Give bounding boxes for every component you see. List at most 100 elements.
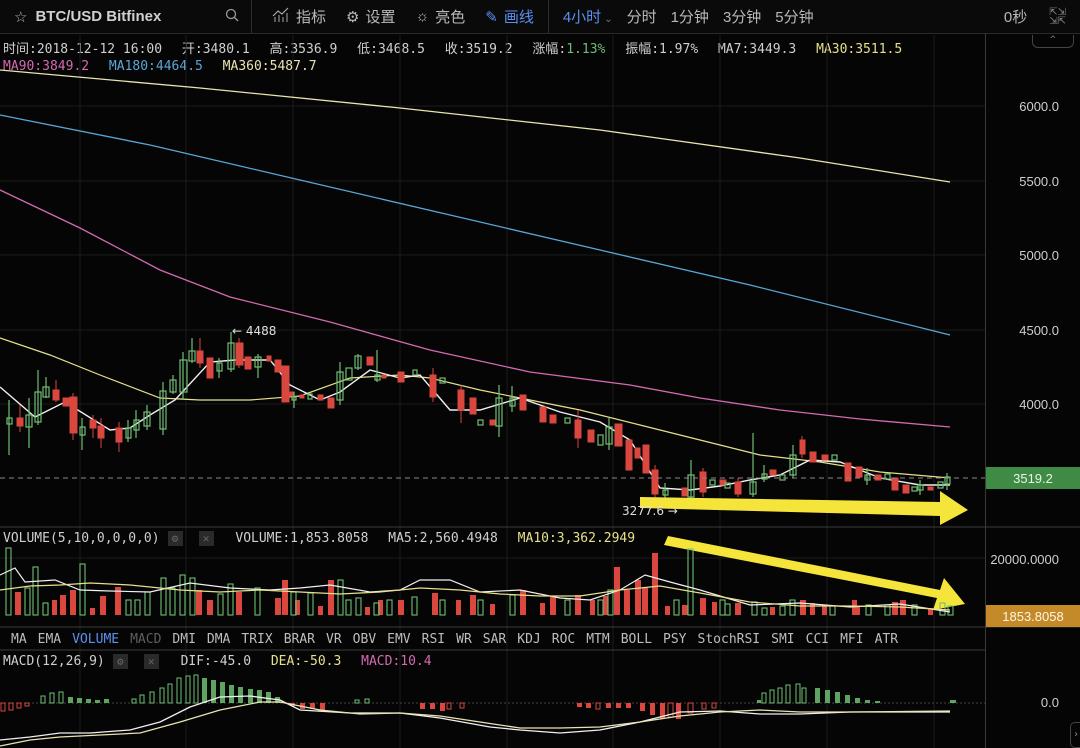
tab-rsi[interactable]: RSI	[421, 631, 446, 647]
indicator-tabs: MA EMA VOLUME MACD DMI DMA TRIX BRAR VR …	[0, 628, 985, 650]
macd-tick-zero: 0.0	[1040, 695, 1059, 710]
period-5min[interactable]: 5分钟	[775, 9, 814, 26]
tab-sar[interactable]: SAR	[482, 631, 507, 647]
pencil-icon: ✎	[485, 8, 498, 26]
ma90-line	[0, 189, 951, 428]
ma7-value: MA7:3449.3	[717, 42, 797, 57]
tab-obv[interactable]: OBV	[352, 631, 377, 647]
ohlc-info-row: 时间:2018-12-12 16:00 开:3480.1 高:3536.9 低:…	[3, 38, 914, 57]
macd-dif: DIF:-45.0	[180, 654, 252, 669]
tab-vr[interactable]: VR	[326, 631, 342, 647]
ma180-line	[0, 114, 951, 336]
macd-settings-icon[interactable]: ⚙	[112, 654, 128, 669]
macd-dea: DEA:-50.3	[270, 654, 342, 669]
ohlc-high: 高:3536.9	[269, 42, 338, 57]
symbol-section: ☆ BTC/USD Bitfinex	[0, 0, 252, 33]
volume-tick-20000: 20000.0000	[990, 552, 1059, 567]
search-icon[interactable]	[225, 8, 239, 26]
tab-smi[interactable]: SMI	[771, 631, 795, 647]
period-3min[interactable]: 3分钟	[722, 9, 762, 26]
tab-mfi[interactable]: MFI	[840, 631, 864, 647]
ma90-value: MA90:3849.2	[3, 59, 90, 74]
ohlc-change-value: 1.13%	[566, 42, 606, 57]
tab-ema[interactable]: EMA	[37, 631, 62, 647]
ohlc-change-label: 涨幅:	[532, 42, 567, 57]
indicators-button[interactable]: 指标	[272, 6, 326, 27]
chart-icon	[272, 7, 290, 27]
volume-trend-arrow	[664, 536, 965, 610]
ohlc-time: 时间:2018-12-12 16:00	[3, 42, 163, 57]
light-theme-button[interactable]: ☼ 亮色	[415, 6, 465, 27]
period-4h[interactable]: 4小时 ⌄	[563, 6, 613, 27]
light-theme-label: 亮色	[435, 9, 466, 26]
volume-ma10: MA10:3,362.2949	[517, 531, 636, 546]
tab-mtm[interactable]: MTM	[586, 631, 610, 647]
macd-value: 10.4	[400, 654, 432, 669]
ma30-value: MA30:3511.5	[816, 42, 903, 57]
tab-dma[interactable]: DMA	[206, 631, 231, 647]
period-low-marker: 3277.6 →	[622, 504, 678, 518]
grid-lines	[0, 35, 985, 748]
tab-atr[interactable]: ATR	[874, 631, 899, 647]
collapse-button[interactable]: ^	[1032, 35, 1074, 48]
volume-ma5-line	[0, 567, 951, 613]
macd-close-icon[interactable]: ✕	[143, 654, 159, 669]
ohlc-close: 收:3519.2	[444, 42, 513, 57]
volume-title: VOLUME(5,10,0,0,0,0)	[3, 531, 160, 546]
volume-ma10-line	[0, 582, 951, 611]
top-toolbar: ☆ BTC/USD Bitfinex 指标 ⚙ 设置 ☼ 亮色 ✎ 画线 4小时…	[0, 0, 1080, 34]
tab-wr[interactable]: WR	[456, 631, 472, 647]
macd-legend: MACD(12,26,9) ⚙ ✕ DIF:-45.0 DEA:-50.3 MACD…	[3, 654, 444, 669]
sun-icon: ☼	[415, 8, 430, 25]
ma360-line	[0, 69, 951, 183]
tab-kdj[interactable]: KDJ	[517, 631, 541, 647]
countdown: 0秒	[1003, 9, 1028, 26]
price-trend-arrow	[640, 491, 968, 525]
tab-volume[interactable]: VOLUME	[72, 631, 120, 647]
price-tick-6000: 6000.0	[1019, 99, 1059, 114]
price-axis[interactable]: 6000.0 5500.0 5000.0 4500.0 4000.0 20000…	[985, 33, 1080, 748]
settings-label: 设置	[365, 9, 396, 26]
volume-bars	[0, 547, 954, 616]
tab-boll[interactable]: BOLL	[620, 631, 653, 647]
tab-psy[interactable]: PSY	[663, 631, 687, 647]
tab-brar[interactable]: BRAR	[283, 631, 316, 647]
ohlc-amplitude: 振幅:1.97%	[625, 42, 699, 57]
volume-ma5: MA5:2,560.4948	[388, 531, 498, 546]
current-price-tag: 3519.2	[986, 467, 1080, 489]
period-timeline[interactable]: 分时	[626, 9, 657, 26]
macd-label: MACD:	[361, 654, 401, 669]
chevron-right-icon[interactable]: ›	[1070, 722, 1080, 748]
tab-cci[interactable]: CCI	[805, 631, 830, 647]
tab-ma[interactable]: MA	[11, 631, 27, 647]
tab-emv[interactable]: EMV	[387, 631, 411, 647]
tab-macd[interactable]: MACD	[130, 631, 162, 647]
tab-roc[interactable]: ROC	[551, 631, 576, 647]
tab-stochrsi[interactable]: StochRSI	[697, 631, 761, 647]
symbol-title: BTC/USD Bitfinex	[35, 8, 162, 25]
tab-trix[interactable]: TRIX	[241, 631, 273, 647]
toolbar-divider	[547, 0, 549, 33]
volume-settings-icon[interactable]: ⚙	[167, 531, 183, 546]
tab-dmi[interactable]: DMI	[172, 631, 196, 647]
current-volume-tag: 1853.8058	[986, 605, 1080, 627]
chevron-down-icon: ⌄	[604, 14, 613, 25]
price-tick-4500: 4500.0	[1019, 323, 1059, 338]
price-tick-5500: 5500.0	[1019, 174, 1059, 189]
draw-line-label: 画线	[503, 9, 534, 26]
period-high-marker: ← 4488	[232, 324, 277, 338]
volume-close-icon[interactable]: ✕	[198, 531, 214, 546]
star-icon[interactable]: ☆	[14, 8, 28, 26]
gear-icon: ⚙	[346, 8, 360, 26]
period-1min[interactable]: 1分钟	[670, 9, 709, 26]
volume-value: VOLUME:1,853.8058	[235, 531, 369, 546]
ma180-value: MA180:4464.5	[108, 59, 203, 74]
draw-line-button[interactable]: ✎ 画线	[485, 6, 534, 27]
volume-legend: VOLUME(5,10,0,0,0,0) ⚙ ✕ VOLUME:1,853.8058…	[3, 531, 647, 546]
expand-icon[interactable]: ⇱⇲ ⇲⇱	[1049, 6, 1066, 27]
price-tick-5000: 5000.0	[1019, 248, 1059, 263]
price-tick-4000: 4000.0	[1019, 397, 1059, 412]
indicators-label: 指标	[296, 9, 327, 26]
settings-button[interactable]: ⚙ 设置	[346, 6, 395, 27]
